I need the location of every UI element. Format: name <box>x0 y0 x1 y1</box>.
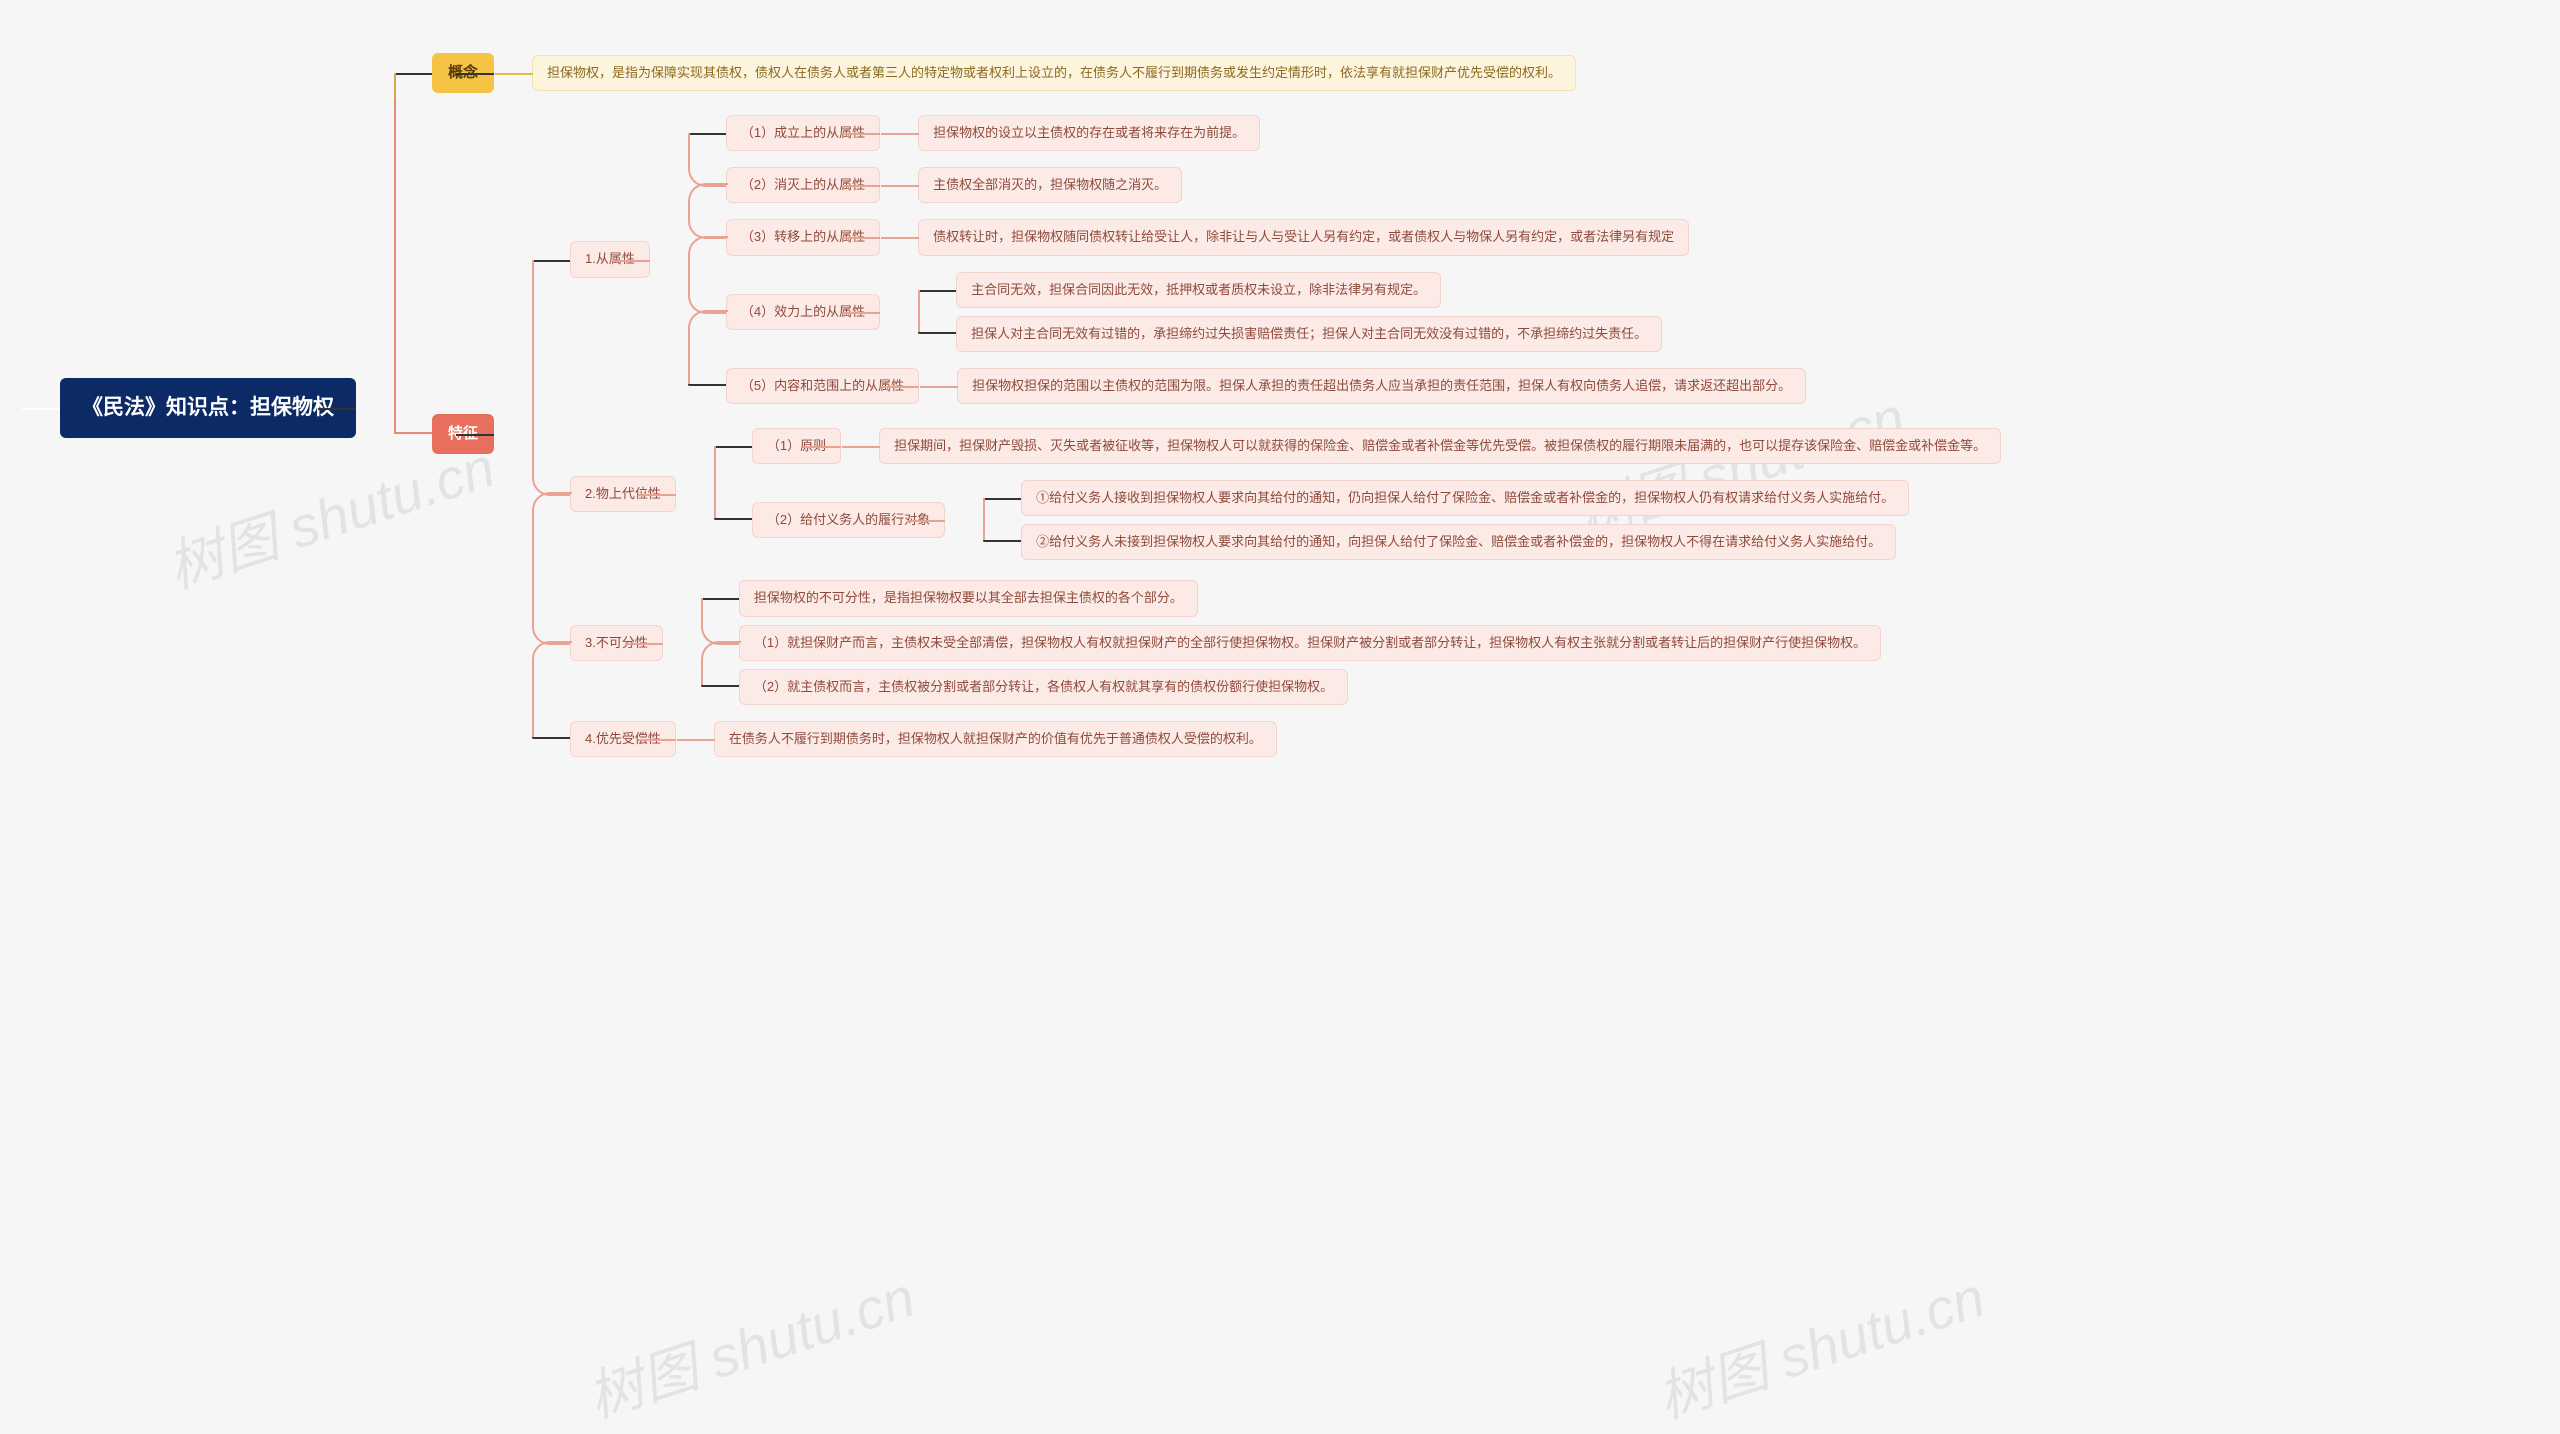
mindmap-canvas: 树图 shutu.cn 树图 shutu.cn 树图 shutu.cn 树图 s… <box>20 43 2540 773</box>
watermark: 树图 shutu.cn <box>576 1253 924 1434</box>
root-node[interactable]: 《民法》知识点：担保物权 <box>60 378 356 439</box>
watermark: 树图 shutu.cn <box>1646 1253 1994 1434</box>
leaf: 担保物权的设立以主债权的存在或者将来存在为前提。 <box>918 115 1260 151</box>
leaf: （2）就主债权而言，主债权被分割或者部分转让，各债权人有权就其享有的债权份额行使… <box>739 669 1348 705</box>
leaf: 债权转让时，担保物权随同债权转让给受让人，除非让与人与受让人另有约定，或者债权人… <box>918 219 1689 255</box>
leaf: 主债权全部消灭的，担保物权随之消灭。 <box>918 167 1182 203</box>
leaf: 担保人对主合同无效有过错的，承担缔约过失损害赔偿责任；担保人对主合同无效没有过错… <box>956 316 1662 352</box>
leaf: ①给付义务人接收到担保物权人要求向其给付的通知，仍向担保人给付了保险金、赔偿金或… <box>1021 480 1909 516</box>
leaf: 主合同无效，担保合同因此无效，抵押权或者质权未设立，除非法律另有规定。 <box>956 272 1441 308</box>
leaf: 担保期间，担保财产毁损、灭失或者被征收等，担保物权人可以就获得的保险金、赔偿金或… <box>879 428 2001 464</box>
concept-text: 担保物权，是指为保障实现其债权，债权人在债务人或者第三人的特定物或者权利上设立的… <box>532 55 1576 91</box>
leaf: 担保物权担保的范围以主债权的范围为限。担保人承担的责任超出债务人应当承担的责任范… <box>957 368 1806 404</box>
leaf: （1）就担保财产而言，主债权未受全部清偿，担保物权人有权就担保财产的全部行使担保… <box>739 625 1881 661</box>
leaf: 担保物权的不可分性，是指担保物权要以其全部去担保主债权的各个部分。 <box>739 580 1198 616</box>
leaf: ②给付义务人未接到担保物权人要求向其给付的通知，向担保人给付了保险金、赔偿金或者… <box>1021 524 1896 560</box>
leaf: 在债务人不履行到期债务时，担保物权人就担保财产的价值有优先于普通债权人受偿的权利… <box>714 721 1277 757</box>
